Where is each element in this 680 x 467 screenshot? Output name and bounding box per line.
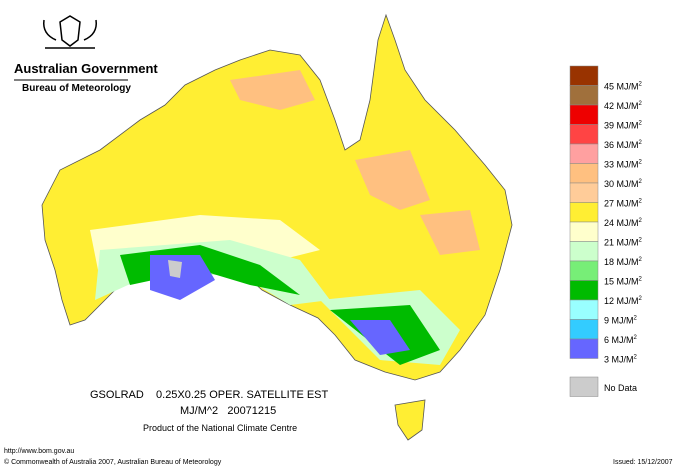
- legend-label: 36 MJ/M2: [604, 140, 643, 150]
- legend-label-sup: 2: [639, 277, 643, 283]
- legend-label-sup: 2: [634, 316, 638, 322]
- legend-label-text: 3 MJ/M: [604, 355, 634, 365]
- legend-label-sup: 2: [639, 218, 643, 224]
- legend-label-text: 21 MJ/M: [604, 238, 639, 248]
- legend-label: 39 MJ/M2: [604, 121, 643, 131]
- legend-label-text: 33 MJ/M: [604, 160, 639, 170]
- legend-label: 9 MJ/M2: [604, 316, 638, 326]
- australia-map: [41, 13, 513, 441]
- legend-label-sup: 2: [639, 296, 643, 302]
- legend-label: 12 MJ/M2: [604, 296, 643, 306]
- caption-line: GSOLRAD 0.25X0.25 OPER. SATELLITE EST: [90, 389, 329, 401]
- legend-label: 27 MJ/M2: [604, 199, 643, 209]
- legend-label: 42 MJ/M2: [604, 101, 643, 111]
- legend-label: 6 MJ/M2: [604, 335, 638, 345]
- legend-label: 3 MJ/M2: [604, 355, 638, 365]
- legend-label-text: 9 MJ/M: [604, 316, 634, 326]
- caption-line: Product of the National Climate Centre: [143, 423, 297, 433]
- legend-label-sup: 2: [634, 355, 638, 361]
- legend-label: 21 MJ/M2: [604, 238, 643, 248]
- legend-swatch: [569, 124, 599, 145]
- legend-label-text: 12 MJ/M: [604, 296, 639, 306]
- legend-label-text: 24 MJ/M: [604, 218, 639, 228]
- legend-swatch: [569, 163, 599, 184]
- legend-label-text: 42 MJ/M: [604, 101, 639, 111]
- legend-label-sup: 2: [639, 101, 643, 107]
- legend-swatch: [569, 221, 599, 242]
- legend-swatch: [569, 143, 599, 164]
- footer-issued: Issued: 15/12/2007: [613, 459, 673, 466]
- legend-swatch: [569, 85, 599, 106]
- legend-label: No Data: [604, 383, 637, 393]
- legend-label-text: No Data: [604, 383, 637, 393]
- legend-swatch: [569, 338, 599, 359]
- header-subtitle: Bureau of Meteorology: [22, 83, 131, 94]
- legend-swatch: [569, 280, 599, 301]
- legend-label-text: 30 MJ/M: [604, 179, 639, 189]
- legend-label-sup: 2: [639, 140, 643, 146]
- legend-label-sup: 2: [639, 199, 643, 205]
- legend-label: 33 MJ/M2: [604, 160, 643, 170]
- legend-label: 24 MJ/M2: [604, 218, 643, 228]
- footer-url: http://www.bom.gov.au: [4, 448, 74, 455]
- legend-swatch: [569, 260, 599, 281]
- legend-label-text: 18 MJ/M: [604, 257, 639, 267]
- legend-label-sup: 2: [639, 121, 643, 127]
- legend-label-sup: 2: [639, 257, 643, 263]
- legend-label-text: 39 MJ/M: [604, 121, 639, 131]
- header-title: Australian Government: [14, 61, 158, 76]
- legend-swatch: [569, 319, 599, 340]
- legend-label-sup: 2: [639, 160, 643, 166]
- coat-of-arms: [43, 15, 97, 49]
- legend-swatch: [569, 299, 599, 320]
- legend-label-text: 45 MJ/M: [604, 82, 639, 92]
- legend-swatch: [569, 65, 599, 86]
- legend-label: 15 MJ/M2: [604, 277, 643, 287]
- legend-swatch: [569, 104, 599, 125]
- caption-line: MJ/M^2 20071215: [180, 405, 276, 417]
- legend-label-text: 27 MJ/M: [604, 199, 639, 209]
- legend-swatch: [569, 182, 599, 203]
- footer-copyright: © Commonwealth of Australia 2007, Austra…: [4, 458, 222, 466]
- legend-label-sup: 2: [639, 179, 643, 185]
- legend-swatch: [569, 202, 599, 223]
- legend-label-text: 6 MJ/M: [604, 335, 634, 345]
- legend-label: 45 MJ/M2: [604, 82, 643, 92]
- legend-label-sup: 2: [639, 238, 643, 244]
- legend-label: 18 MJ/M2: [604, 257, 643, 267]
- legend-label-text: 36 MJ/M: [604, 140, 639, 150]
- legend-label-sup: 2: [634, 335, 638, 341]
- legend-swatch: [569, 241, 599, 262]
- legend-label-sup: 2: [639, 82, 643, 88]
- legend-label: 30 MJ/M2: [604, 179, 643, 189]
- legend-label-text: 15 MJ/M: [604, 277, 639, 287]
- legend-swatch: [569, 376, 599, 397]
